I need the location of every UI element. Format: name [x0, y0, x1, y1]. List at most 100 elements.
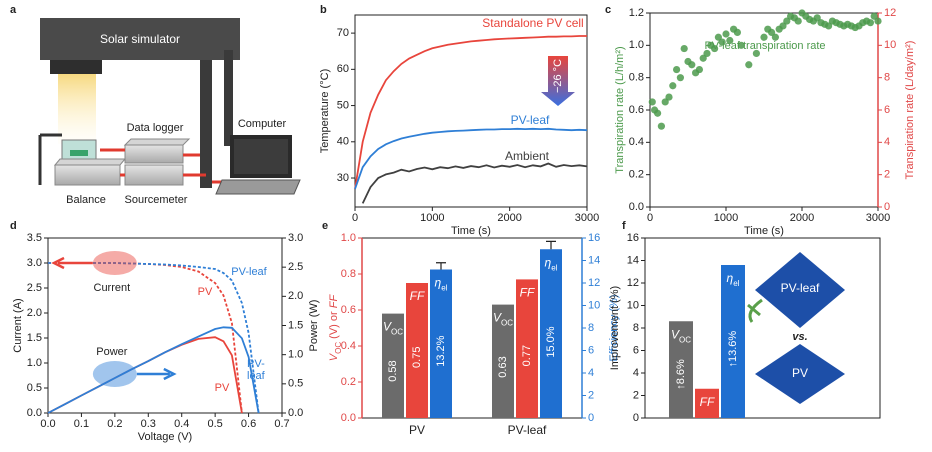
laptop-base: [215, 179, 301, 195]
y-tick-label: 0.2: [341, 376, 356, 388]
laptop-display: [234, 139, 288, 174]
stem: [747, 298, 763, 323]
diagram-label: vs.: [792, 331, 807, 343]
y-tick-label: 0.0: [27, 407, 42, 419]
y-tick-label: 0.4: [629, 136, 644, 148]
value-label: 0.75: [411, 347, 423, 368]
point: [733, 28, 742, 36]
x-tick-label: 0.6: [241, 418, 256, 430]
y2-tick-label: 12: [588, 277, 600, 289]
category-label: ηel: [727, 271, 740, 287]
x-tick-label: 0.1: [74, 418, 89, 430]
y2-tick-label: 8: [588, 322, 594, 334]
y-tick-label: 1.5: [27, 332, 42, 344]
y2-tick-label: 12: [884, 7, 896, 19]
arrow: [136, 367, 177, 381]
y-axis-label: Improvement (%): [609, 286, 621, 370]
bar: [669, 321, 693, 418]
y2-tick-label: 1.5: [288, 319, 303, 331]
x-axis-label: Time (s): [744, 225, 784, 237]
point: [825, 22, 833, 30]
panel-label: b: [320, 4, 327, 16]
marker: [92, 251, 137, 275]
y-axis-label-part: (V) or: [328, 308, 340, 342]
x-tick-label: PV-leaf: [508, 423, 547, 437]
y-tick-label: 2.5: [27, 282, 42, 294]
y-tick-label: 0.2: [629, 169, 644, 181]
series-label: PV: [198, 286, 213, 298]
series-line: [354, 127, 588, 190]
point: [737, 41, 745, 49]
y2-axis-label: Power (W): [308, 300, 320, 352]
solar-simulator: [40, 18, 240, 60]
x-tick-label: 3000: [866, 212, 890, 224]
point: [695, 65, 704, 74]
wire: [100, 148, 226, 184]
label: Balance: [66, 194, 106, 206]
y-tick-label: 16: [627, 232, 639, 244]
point: [711, 44, 719, 53]
series-name-part: V: [493, 311, 502, 325]
y-tick-label: 14: [627, 254, 639, 266]
x-tick-label: 0.2: [107, 418, 122, 430]
y-tick-label: 12: [627, 277, 639, 289]
panel-label: c: [605, 4, 611, 16]
y-axis-label: Temperature (°C): [319, 69, 331, 153]
logger-top: [123, 138, 191, 146]
y-tick-label: 30: [337, 172, 349, 184]
point: [722, 30, 730, 38]
series-name-part: V: [383, 320, 392, 334]
y-tick-label: 0.0: [629, 201, 644, 213]
marker: [92, 361, 137, 387]
point: [714, 33, 723, 41]
y-axis-label: Current (A): [12, 298, 24, 352]
y2-tick-label: 0: [884, 201, 890, 213]
point: [657, 122, 666, 130]
y2-tick-label: 1.0: [288, 349, 303, 361]
point: [813, 14, 821, 22]
value-label: 0.58: [387, 360, 399, 381]
x-tick-label: 0.0: [40, 418, 55, 430]
bar: [492, 304, 514, 418]
y-tick-label: 50: [337, 99, 349, 111]
lamp: [50, 60, 102, 74]
category-label-part: FF: [700, 395, 715, 409]
series-name-part: η: [545, 255, 552, 269]
arrow: [541, 56, 575, 106]
stand: [200, 60, 212, 188]
y-tick-label: 10: [627, 299, 639, 311]
point: [676, 74, 685, 82]
y-tick-label: 4: [633, 367, 639, 379]
point: [680, 44, 688, 53]
y-tick-label: 3.5: [27, 232, 42, 244]
balance: [54, 164, 121, 186]
series-name-part: OC: [391, 327, 403, 336]
series-name: FF: [520, 286, 535, 300]
point: [779, 22, 787, 30]
y2-axis-label: Transpiration rate (L/day/m²): [904, 41, 916, 180]
series-name: VOC: [383, 320, 403, 336]
point: [870, 12, 878, 20]
point: [669, 82, 677, 90]
series-line: [47, 326, 260, 414]
value-label: 0.63: [497, 356, 509, 377]
category-label-part: η: [727, 271, 734, 285]
point: [783, 17, 791, 25]
x-tick-label: 2000: [497, 212, 521, 224]
y-tick-label: 0.6: [341, 304, 356, 316]
annotation: Power: [96, 346, 128, 358]
y-tick-label: 8: [633, 322, 639, 334]
point: [718, 38, 726, 46]
category-label: VOC: [671, 327, 691, 343]
bar: [695, 388, 719, 418]
y2-tick-label: 0.5: [288, 378, 303, 390]
x-tick-label: 0: [647, 212, 653, 224]
point: [648, 98, 656, 106]
y2-tick-label: 4: [884, 136, 890, 148]
sourcemeter: [124, 164, 184, 186]
x-tick-label: 1000: [714, 212, 738, 224]
value-label: ↑8.6%: [675, 359, 687, 390]
point: [745, 61, 753, 69]
annotation: −26 °C: [552, 59, 564, 93]
